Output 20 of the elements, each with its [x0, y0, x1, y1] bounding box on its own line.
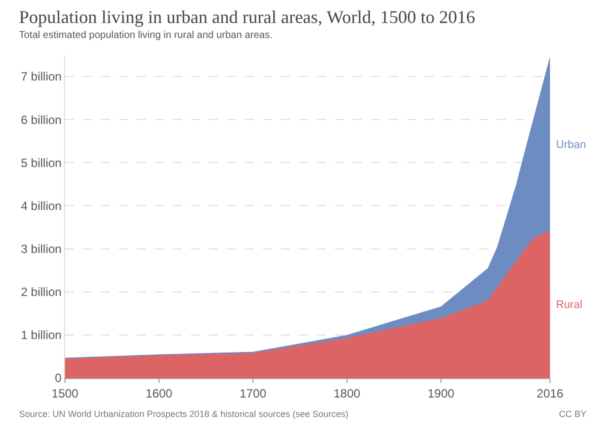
x-tick-label: 1600: [146, 386, 173, 400]
x-tick-label: 1500: [52, 386, 79, 400]
chart-subtitle: Total estimated population living in rural and urban areas.: [19, 30, 272, 41]
text: CC BY: [559, 409, 587, 419]
text: Rural: [556, 299, 582, 311]
y-tick-label: 4 billion: [20, 198, 62, 213]
y-tick-label: 1 billion: [20, 328, 62, 342]
y-tick-label: 2 billion: [20, 285, 62, 300]
source-note: Source: UN World Urbanization Prospects 2018 & historical sources (see Sources): [19, 409, 348, 419]
x-tick-label: 1700: [240, 386, 267, 400]
y-tick-label: 0: [54, 371, 62, 386]
x-tick-label: 2016: [536, 386, 564, 400]
y-tick-label: 7 billion: [20, 70, 62, 84]
series-label: Urban: [556, 139, 586, 151]
y-tick-label: 3 billion: [20, 242, 62, 256]
y-tick-label: 5 billion: [20, 156, 62, 170]
y-tick-label: 6 billion: [20, 112, 62, 127]
chart-title: Population living in urban and rural areas, World, 1500 to 2016: [19, 7, 476, 27]
x-tick-label: 1800: [334, 386, 361, 400]
x-tick-label: 1900: [428, 386, 455, 400]
